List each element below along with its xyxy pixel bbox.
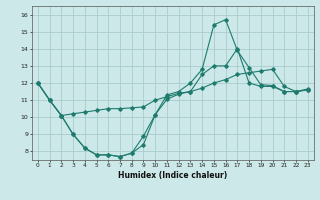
X-axis label: Humidex (Indice chaleur): Humidex (Indice chaleur) — [118, 171, 228, 180]
